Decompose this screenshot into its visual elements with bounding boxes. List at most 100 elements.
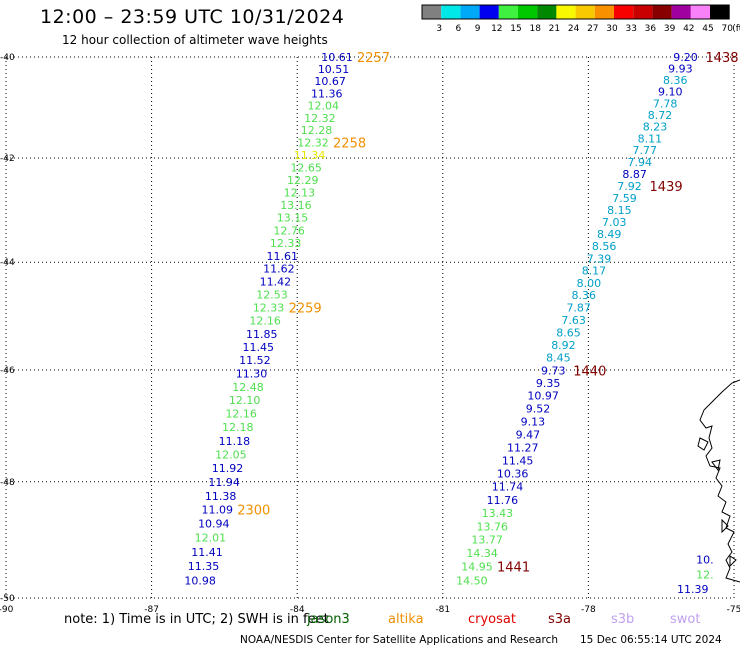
footer-credit: NOAA/NESDIS Center for Satellite Applica…: [240, 634, 558, 646]
y-tick-label: -50: [0, 594, 15, 604]
wave-height-value: 7.63: [561, 314, 586, 327]
wave-height-value: 13.43: [482, 507, 514, 520]
legend-tick: 24: [568, 24, 580, 34]
wave-height-value: 8.15: [607, 204, 632, 217]
pass-time-label: 2300: [237, 504, 270, 519]
wave-height-value: 7.59: [612, 192, 637, 205]
wave-height-value: 8.92: [551, 339, 576, 352]
note-text: note: 1) Time is in UTC; 2) SWH is in fe…: [64, 612, 329, 627]
wave-height-value: 11.92: [212, 462, 244, 475]
wave-height-value: 7.03: [602, 216, 627, 229]
wave-height-value: 13.76: [477, 520, 509, 533]
wave-height-value: 12.53: [256, 289, 288, 302]
pass-time-label: 1440: [573, 364, 606, 379]
y-tick-label: -42: [0, 154, 15, 164]
wave-height-value: 13.15: [277, 212, 309, 225]
legend-swatch: [575, 5, 595, 19]
legend-swatch: [441, 5, 461, 19]
x-tick-label: -87: [144, 605, 159, 612]
wave-height-map: -90 -87 -84 -81 -78 -75 -40 -42 -44 -46 -48 -50 10.…: [0, 51, 740, 612]
wave-height-value: 11.36: [311, 87, 343, 100]
wave-height-value: 8.49: [597, 228, 622, 241]
wave-height-value: 12.05: [215, 448, 247, 461]
wave-height-value: 11.30: [236, 367, 268, 380]
wave-height-value: 11.42: [260, 276, 292, 289]
wave-height-value: 8.23: [643, 121, 668, 134]
wave-height-value: 14.95: [461, 561, 493, 574]
legend-tick: 6: [456, 24, 462, 34]
x-tick-label: -90: [0, 605, 14, 612]
wave-height-value: 7.92: [617, 180, 642, 193]
legend-tick: 36: [645, 24, 657, 34]
wave-height-value: 11.41: [191, 546, 223, 559]
wave-height-value: 11.52: [239, 354, 271, 367]
wave-height-value: 12.16: [225, 408, 257, 421]
wave-height-value: 14.50: [456, 574, 488, 587]
wave-height-value: 11.76: [487, 494, 519, 507]
y-tick-label: -48: [0, 478, 15, 488]
wave-height-value: 11.94: [208, 476, 240, 489]
mission-jason3: jason3: [307, 612, 350, 627]
wave-height-value: 8.36: [663, 74, 688, 87]
wave-height-value: 11.34: [294, 149, 326, 162]
wave-height-value: 12.10: [229, 394, 261, 407]
wave-height-value: 13.16: [280, 199, 312, 212]
wave-height-value: 12.32: [297, 137, 329, 150]
y-tick-label: -40: [0, 53, 15, 63]
legend-tick: 45: [702, 24, 713, 34]
legend-tick: 9: [475, 24, 481, 34]
mission-s3a: s3a: [548, 612, 572, 627]
wave-height-value: 12.76: [273, 224, 305, 237]
mission-s3b: s3b: [611, 612, 635, 627]
wave-height-value: 9.47: [516, 428, 541, 441]
coastline: [697, 379, 740, 583]
wave-height-value: 12.65: [290, 161, 322, 174]
wave-height-value: 7.87: [566, 302, 591, 315]
wave-height-value: 11.27: [507, 441, 539, 454]
legend-swatch: [614, 5, 634, 19]
legend-unit: (ft): [732, 24, 740, 34]
wave-height-value: 8.11: [638, 132, 663, 145]
wave-height-value: 12.33: [253, 302, 285, 315]
x-tick-label: -78: [581, 605, 596, 612]
wave-height-value: 11.45: [243, 341, 275, 354]
wave-height-value: 10.94: [198, 518, 230, 531]
wave-height-value: 10.61: [321, 51, 353, 64]
legend-tick: 33: [625, 24, 636, 34]
x-tick-label: -75: [727, 605, 740, 612]
pass-time-label: 1441: [497, 561, 530, 576]
wave-height-value: 12.01: [195, 532, 227, 545]
legend-swatch: [710, 5, 730, 19]
wave-height-value: 8.17: [582, 265, 607, 278]
wave-height-value: 9.73: [541, 364, 566, 377]
wave-height-value: 12.18: [222, 421, 254, 434]
wave-height-value: 12.33: [270, 237, 302, 250]
wave-height-value: 12.16: [249, 315, 281, 328]
mission-cryosat: cryosat: [468, 612, 516, 627]
wave-height-value: 9.35: [536, 377, 561, 390]
wave-height-value: 12.32: [304, 112, 336, 125]
wave-height-value: 11.62: [263, 263, 295, 276]
mission-swot: swot: [670, 612, 701, 627]
wave-height-value: 14.34: [466, 547, 498, 560]
wave-height-value: 12.48: [232, 381, 264, 394]
wave-height-value: 11.38: [205, 490, 237, 503]
wave-height-value: 10.97: [527, 390, 559, 403]
legend-swatch: [690, 5, 710, 19]
legend-tick: 12: [491, 24, 502, 34]
wave-height-value: 11.61: [267, 250, 299, 263]
wave-height-value: 9.93: [668, 63, 693, 76]
legend-swatch: [498, 5, 518, 19]
wave-height-value: 7.77: [633, 144, 658, 157]
y-tick-label: -44: [0, 258, 15, 268]
wave-height-value: 8.45: [546, 352, 571, 365]
legend-swatch: [633, 5, 653, 19]
y-tick-label: -46: [0, 366, 15, 376]
x-tick-label: -81: [435, 605, 450, 612]
legend-tick: 21: [549, 24, 560, 34]
legend-swatch: [422, 5, 442, 19]
wave-height-value: 8.87: [622, 168, 647, 181]
wave-height-value: 12.13: [284, 186, 316, 199]
satellite-tracks: 10.6110.5110.6711.3612.0412.3212.2812.32…: [184, 51, 738, 596]
wave-height-value: 11.35: [188, 560, 220, 573]
